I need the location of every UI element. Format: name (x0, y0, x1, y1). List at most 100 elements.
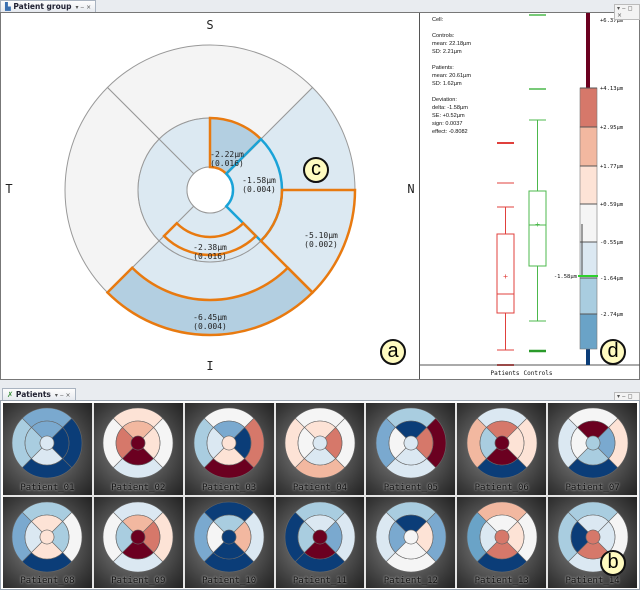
deviation-se: SE: +0.52µm (432, 113, 465, 119)
fovea-cell (585, 529, 600, 544)
patient-name: Patient_10 (202, 576, 257, 586)
tab-patient-group[interactable]: ▙ Patient group ▾ ‒ × (0, 0, 97, 13)
deviation-title: Deviation: (432, 97, 457, 103)
patients-box (496, 233, 515, 314)
cell-value-inner-inferior-band: -2.38µm (193, 243, 227, 252)
patient-thumbnail-grid: Patient_01 Patient_02 Patient_03 Patient_04… (3, 403, 637, 588)
patient-thumbnail[interactable]: Patient_10 (184, 496, 274, 588)
tab-title: Patient group (13, 2, 72, 11)
cell-value-outer-inferior-band: -6.45µm (193, 313, 227, 322)
fovea-cell (494, 529, 510, 544)
controls-mean-marker: + (535, 220, 540, 229)
colorbar-tick-label: -1.64µm (600, 276, 624, 282)
patient-thumbnail[interactable]: Patient_05 (366, 403, 456, 495)
top-window-controls[interactable]: ▾ ‒ ◻ × (614, 4, 640, 20)
patient-thumbnail[interactable]: Patient_07 (548, 403, 637, 495)
patient-thumbnail[interactable]: Patient_08 (3, 496, 92, 588)
colorbar-tick-label: -2.74µm (600, 312, 624, 318)
cell-value-inner-superior-nasal: -2.22µm (210, 150, 244, 159)
cell-p-outer-inferior-band: (0.004) (193, 322, 227, 331)
controls-title: Controls: (432, 33, 455, 39)
direction-superior: S (206, 18, 213, 32)
fovea-cell (221, 435, 237, 451)
patient-thumbnail[interactable]: Patient_06 (457, 403, 547, 495)
chart-icon: ▙ (5, 2, 14, 11)
patient-thumbnail[interactable]: Patient_14 (548, 496, 637, 588)
colorbar-bin (579, 87, 598, 128)
label-c: c (303, 157, 329, 183)
label-a: a (380, 339, 406, 365)
cell-label: Cell: (432, 17, 444, 23)
patients-mean-marker: + (503, 272, 508, 281)
deviation-marker-label: -1.58µm (554, 274, 578, 280)
direction-inferior: I (206, 359, 213, 373)
patient-thumbnail[interactable]: Patient_02 (93, 403, 183, 495)
patient-name: Patient_06 (474, 482, 529, 493)
fovea-cell (312, 529, 328, 544)
patient-name: Patient_11 (292, 576, 348, 586)
patient-name: Patient_05 (383, 482, 438, 493)
patient-name: Patient_13 (474, 576, 529, 586)
patient-thumbnail[interactable]: Patient_04 (275, 403, 365, 495)
highlight-inner-inferior-band (162, 221, 258, 257)
patient-thumbnail[interactable]: Patient_13 (457, 496, 547, 588)
controls-mean: mean: 22.18µm (432, 41, 471, 47)
tab-controls[interactable]: ▾ ‒ × (54, 392, 71, 399)
tab-patients[interactable]: ✗ Patients ▾ ‒ × (2, 388, 76, 401)
patient-sector-map (375, 407, 447, 479)
tab-controls[interactable]: ▾ ‒ × (75, 4, 92, 11)
patient-sector-map (102, 501, 174, 572)
cell-p-inner-inferior-band: (0.016) (193, 252, 227, 261)
fovea-cell (40, 529, 55, 544)
controls-sd: SD: 2.21µm (432, 49, 462, 55)
patients-icon: ✗ (7, 390, 16, 399)
patient-thumbnail[interactable]: Patient_12 (366, 496, 456, 588)
patient-name: Patient_04 (292, 482, 348, 493)
patient-name: Patient_14 (565, 576, 620, 586)
deviation-delta: delta: -1.58µm (432, 105, 468, 111)
colorbar-tick-label: +6.37µm (600, 18, 624, 24)
patients-title: Patients: (432, 65, 454, 71)
patient-name: Patient_02 (111, 482, 166, 493)
patient-thumbnail[interactable]: Patient_09 (93, 496, 183, 588)
colorbar-bin (579, 277, 598, 315)
patient-sector-map (375, 501, 447, 572)
patient-sector-map (284, 407, 356, 479)
patient-name: Patient_12 (383, 576, 438, 586)
cell-p-inner-superior-nasal: (0.016) (210, 159, 244, 168)
cell-p-outer-nasal-lower: (0.002) (304, 240, 338, 249)
controls-box (528, 190, 547, 267)
highlight-inner-superior-nasal (208, 116, 263, 176)
pane-divider[interactable] (419, 13, 420, 379)
direction-temporal: T (5, 182, 12, 196)
boxplot-chart: + + Patients Controls +6.37µm +4.13µm +2.95µm +… (420, 13, 640, 377)
colorbar-bin (579, 313, 598, 350)
patient-thumbnail[interactable]: Patient_01 (3, 403, 92, 495)
patient-sector-map (102, 407, 174, 479)
colorbar-tick-label: +1.77µm (600, 164, 624, 170)
patients-sd: SD: 1.62µm (432, 81, 462, 87)
category-label: Patients (491, 370, 520, 377)
cell-p-inner-nasal: (0.004) (242, 185, 276, 194)
colorbar-tick-label: +0.59µm (600, 202, 624, 208)
fovea-cell (221, 529, 237, 544)
colorbar-tick-label: -0.55µm (600, 240, 624, 246)
retina-sector-diagram: -2.22µm(0.016)-1.58µm(0.004)-2.38µm(0.01… (5, 18, 414, 373)
patient-thumbnail[interactable]: Patient_11 (275, 496, 365, 588)
fovea-cell (130, 529, 146, 544)
patient-thumbnail[interactable]: Patient_03 (184, 403, 274, 495)
fovea-cell (403, 435, 419, 451)
category-label: Controls (524, 370, 553, 377)
patient-name: Patient_01 (20, 482, 75, 493)
fovea-cell (403, 529, 419, 544)
patient-sector-map (284, 501, 356, 572)
patients-mean: mean: 20.61µm (432, 73, 471, 79)
highlight-outer-nasal-lower (259, 188, 357, 295)
tab-title: Patients (15, 390, 51, 399)
patient-name: Patient_09 (111, 576, 166, 586)
direction-nasal: N (407, 182, 414, 196)
patient-sector-map (466, 407, 538, 479)
patient-sector-map (12, 501, 83, 572)
patient-sector-map (193, 501, 265, 572)
colorbar-tick-label: +2.95µm (600, 125, 624, 131)
